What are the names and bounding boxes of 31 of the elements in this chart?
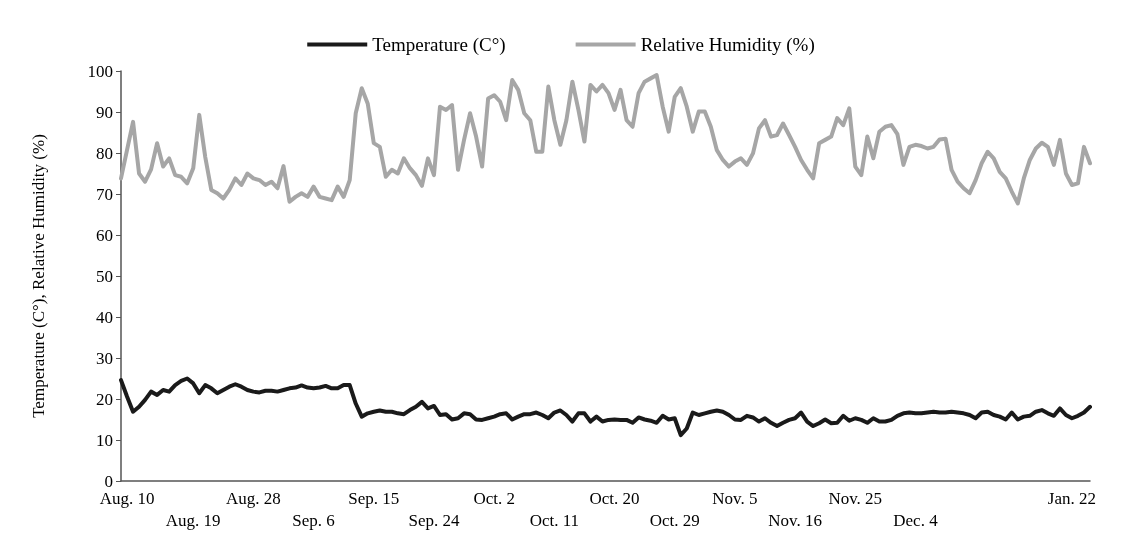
y-tick-label: 40 [96,307,113,327]
x-tick-label: Sep. 15 [348,488,400,508]
y-tick-label: 70 [96,184,113,204]
x-tick-label: Nov. 5 [712,488,758,508]
y-tick-label: 0 [104,471,113,491]
x-tick-label: Sep. 6 [292,510,335,530]
x-tick-label: Oct. 29 [649,510,700,530]
x-tick-label: Oct. 11 [529,510,580,530]
x-tick-label: Sep. 24 [408,510,460,530]
x-tick-label: Aug. 19 [165,510,221,530]
y-tick-label: 100 [87,61,113,81]
y-tick-label: 60 [96,225,113,245]
y-tick-label: 50 [96,266,113,286]
x-tick-label: Aug. 28 [226,488,281,508]
line-series [119,73,1092,206]
y-tick-label: 20 [96,389,113,409]
line-series [119,376,1092,438]
y-tick-label: 10 [96,430,113,450]
x-tick-label: Oct. 2 [473,488,515,508]
legend-label: Temperature (C°) [372,34,506,56]
legend-label: Relative Humidity (%) [640,34,815,56]
x-tick-label: Nov. 25 [828,488,883,508]
x-tick-label: Dec. 4 [893,510,939,530]
y-tick-label: 80 [96,143,113,163]
x-tick-label: Oct. 20 [589,488,640,508]
x-tick-label: Jan. 22 [1047,488,1097,508]
y-tick-label: 30 [96,348,113,368]
y-tick-label: 90 [96,102,113,122]
y-axis-title: Temperature (C°), Relative Humidity (%) [29,134,48,418]
x-tick-label: Nov. 16 [768,510,822,530]
x-tick-label: Aug. 10 [99,488,155,508]
